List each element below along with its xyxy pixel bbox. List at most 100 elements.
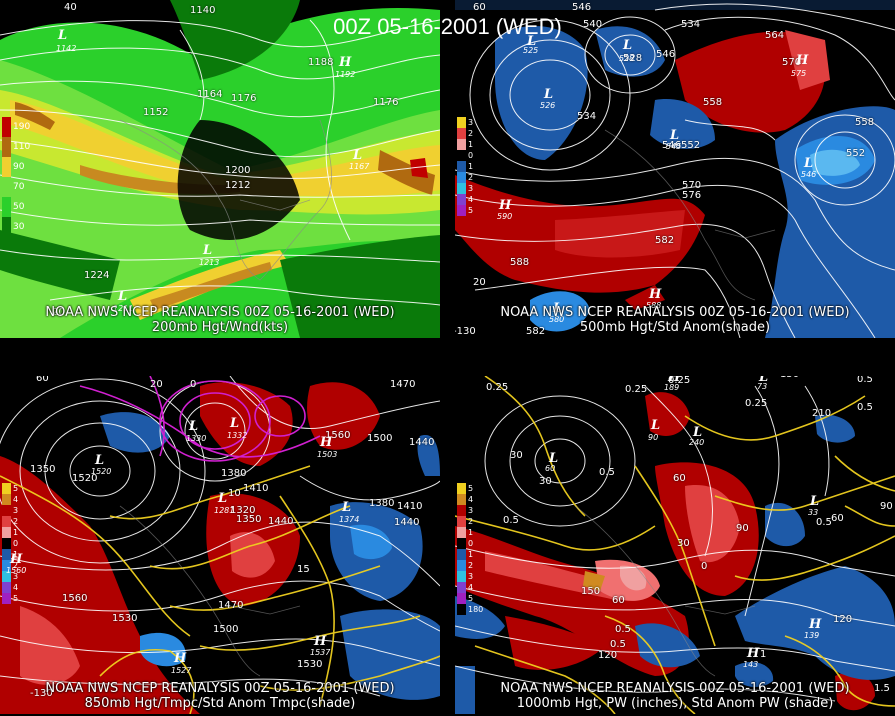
legend-label: 2 [468,517,474,526]
center-value: 1503 [317,450,338,459]
contour-label: 1176 [231,93,257,104]
pw-label: 0.25 [668,376,691,386]
legend-label: 5 [468,594,474,603]
contour-label: 540 [583,19,603,30]
legend-label: 0 [468,151,474,160]
contour-label: 546 [662,140,682,151]
pw-label: 0.5 [816,517,832,528]
panel-200mb-map [0,0,440,338]
contour-label: 1410 [243,483,269,494]
center-letter: H [174,651,187,666]
contour-label: 1530 [297,659,323,670]
contour-label: 150 [581,586,601,597]
pw-label: 0.25 [486,382,509,393]
contour-label: 1470 [390,379,416,390]
center-value: 1330 [186,434,207,443]
legend-label: 70 [13,182,25,192]
contour-label: 1188 [308,57,334,68]
panel-500mb-legend: 3 2 1 0 1 2 3 4 5 [457,117,473,216]
center-letter: L [651,418,661,433]
contour-label: 40 [64,2,77,13]
contour-label: -130 [455,326,476,337]
pw-label: 0.5 [599,467,615,478]
contour-label: 30 [510,450,523,461]
legend-label: 3 [468,506,474,515]
center-letter: L [693,425,703,440]
panel-850mb-map [0,376,440,714]
center-letter: L [342,500,352,515]
center-letter: L [549,451,559,466]
contour-label: 1500 [213,624,239,635]
contour-label: 1440 [268,516,294,527]
center-letter: H [499,198,512,213]
contour-label: 150 [780,376,799,380]
contour-label: 1560 [325,430,351,441]
contour-label: 570 [782,57,802,68]
center-letter: H [649,287,662,302]
legend-label: 5 [13,484,19,493]
pw-label: 0.5 [610,639,626,650]
panel-1000mb-legend: 5 4 3 2 1 0 1 2 3 4 5 180 [457,483,483,615]
center-value: 1213 [199,258,220,267]
center-letter: L [353,148,363,163]
contour-label: 1212 [225,180,251,191]
contour-label: 1440 [409,437,435,448]
panel-500mb: 3 2 1 0 1 2 3 4 5 546 540 534 564 528 54… [455,0,895,338]
center-value: 1332 [227,431,248,440]
contour-label: 570 [682,180,702,191]
contour-label: 1350 [30,464,56,475]
contour-label: 60 [673,473,686,484]
center-value: 1527 [171,666,192,675]
center-value: 1142 [56,44,77,53]
panel-caption-field: 1000mb Hgt, PW (inches), Std Anom PW (sh… [516,696,834,711]
center-letter: L [218,491,228,506]
legend-label: 190 [13,122,31,132]
contour-label: 1200 [225,165,251,176]
center-value: 545 [666,142,682,151]
center-letter: H [796,53,809,68]
panel-1000mb: 5 4 3 2 1 0 1 2 3 4 5 180 0.25 0.25 150 … [455,376,895,714]
center-value: 1374 [339,515,360,524]
contour-label: 0 [701,561,708,572]
contour-label: 30 [677,538,690,549]
center-letter: L [527,34,537,49]
legend-label: 3 [468,184,474,193]
legend-label: 5 [13,594,19,603]
contour-label: 60 [36,376,49,384]
pw-label: 0.5 [857,376,873,385]
center-letter: L [58,28,68,43]
contour-label: 534 [577,111,597,122]
pw-label: 0.5 [503,515,519,526]
contour-label: 564 [765,30,785,41]
center-value: 1520 [91,467,112,476]
center-value: 1211 [113,304,134,313]
panel-200mb: 190 110 90 70 50 30 1140 1188 1164 1152 … [0,0,440,338]
center-letter: L [623,38,633,53]
panel-caption-source: NOAA NWS NCEP REANALYSIS 00Z 05-16-2001 … [500,305,850,320]
contour-label: 60 [473,2,486,13]
panel-caption-source: NOAA NWS NCEP REANALYSIS 00Z 05-16-2001 … [45,305,395,320]
contour-label: 90 [880,501,893,512]
panel-500mb-map [455,0,895,338]
center-letter: H [747,646,760,661]
contour-label: 120 [598,650,618,661]
legend-label: 90 [13,162,25,172]
contour-label: 558 [703,97,723,108]
contour-label: 60 [831,513,844,524]
center-value: 575 [791,69,807,78]
pw-label: 1 [760,649,767,660]
center-value: 143 [743,660,759,669]
contour-label: 1152 [143,107,169,118]
center-letter: L [759,376,769,385]
legend-label: 4 [13,495,19,504]
panel-caption-field: 850mb Hgt/Tmpc/Std Anom Tmpc(shade) [84,696,356,711]
contour-label: 60 [612,595,625,606]
center-letter: H [10,552,23,567]
center-value: 525 [523,46,539,55]
center-letter: L [203,243,213,258]
center-value: 189 [664,383,680,392]
legend-label: 0 [468,539,474,548]
contour-label: 1440 [394,517,420,528]
panel-850mb: 5 4 3 2 1 0 1 2 3 4 5 1470 1560 1500 144… [0,376,440,714]
panel-200mb-legend: 190 110 90 70 50 30 [2,117,30,237]
